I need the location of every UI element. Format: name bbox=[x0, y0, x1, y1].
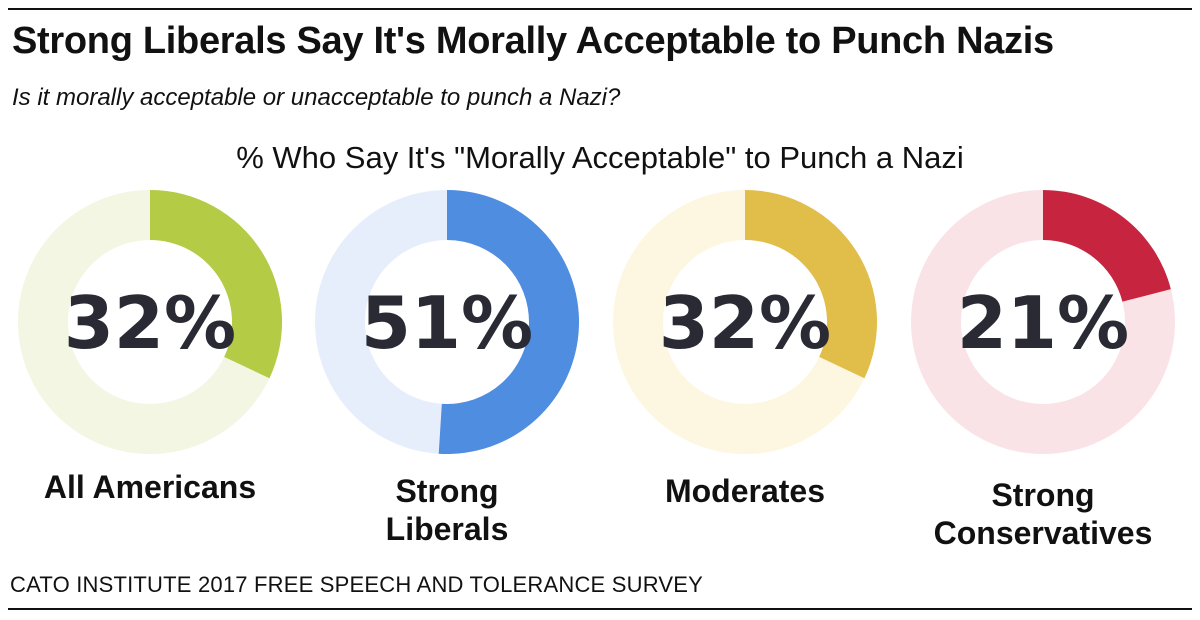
value-label-all-americans: 32% bbox=[64, 281, 236, 365]
donut-slice-strong-conservatives bbox=[1043, 190, 1171, 302]
category-label-strong-conservatives: Strong Conservatives bbox=[933, 477, 1153, 551]
value-label-strong-conservatives: 21% bbox=[957, 281, 1129, 365]
category-label-strong-liberals: Strong Liberals bbox=[385, 473, 509, 547]
donut-slice-all-americans bbox=[150, 190, 282, 379]
bottom-rule bbox=[8, 608, 1192, 610]
donut-slice-strong-liberals bbox=[438, 190, 579, 454]
value-label-strong-liberals: 51% bbox=[361, 281, 533, 365]
category-label-moderates: Moderates bbox=[664, 473, 826, 509]
source-note: CATO INSTITUTE 2017 FREE SPEECH AND TOLE… bbox=[10, 572, 704, 597]
top-rule bbox=[8, 8, 1192, 10]
category-label-all-americans: All Americans bbox=[43, 469, 257, 505]
chart-title: Strong Liberals Say It's Morally Accepta… bbox=[12, 20, 1054, 62]
survey-question: Is it morally acceptable or unacceptable… bbox=[12, 84, 621, 111]
value-label-moderates: 32% bbox=[659, 281, 831, 365]
chart-subtitle: % Who Say It's "Morally Acceptable" to P… bbox=[236, 140, 964, 175]
donut-slice-moderates bbox=[745, 190, 878, 379]
